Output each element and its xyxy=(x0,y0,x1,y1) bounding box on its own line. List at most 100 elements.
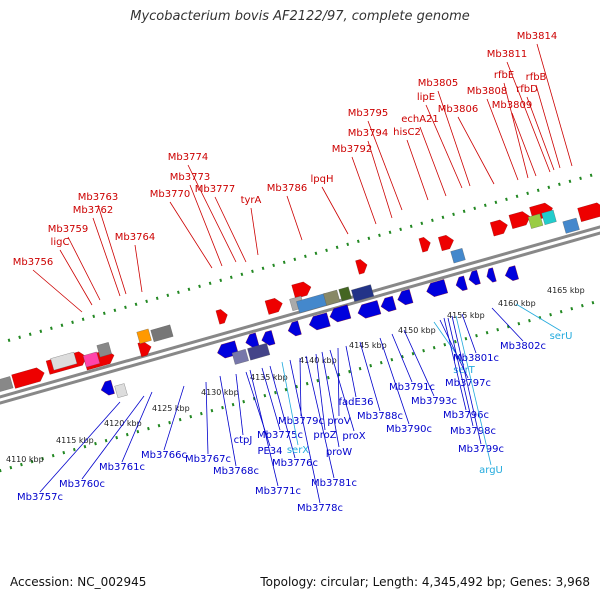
top-gene-leader-line xyxy=(351,156,377,225)
bottom-gene-label: Mb3796c xyxy=(443,410,489,421)
bottom-gene-label: Mb3767c xyxy=(185,454,231,465)
top-gene-label: rfbE xyxy=(494,70,514,81)
top-gene-label: Mb3792 xyxy=(332,144,372,155)
bottom-gene-label: Mb3775c xyxy=(257,430,303,441)
reverse-gene-arrow xyxy=(455,275,468,291)
top-gene-leader-line xyxy=(32,269,83,313)
bottom-gene-leader-line xyxy=(245,371,271,447)
bottom-gene-leader-line xyxy=(219,375,237,467)
feature-block xyxy=(247,343,271,361)
bottom-gene-label: proW xyxy=(326,447,352,458)
top-gene-label: rfbB xyxy=(526,72,547,83)
forward-gene-arrow xyxy=(355,259,368,275)
top-gene-label: Mb3764 xyxy=(115,232,155,243)
bottom-gene-leader-line xyxy=(447,317,474,427)
top-gene-label: Mb3759 xyxy=(48,224,88,235)
top-gene-label: Mb3808 xyxy=(467,86,507,97)
top-gene-label: Mb3774 xyxy=(168,152,208,163)
bottom-gene-label: argU xyxy=(479,465,503,476)
bottom-gene-label: Mb3760c xyxy=(59,479,105,490)
top-gene-leader-line xyxy=(97,204,127,295)
top-gene-leader-line xyxy=(486,98,519,181)
reverse-gene-arrow xyxy=(245,332,260,349)
feature-block xyxy=(338,286,352,302)
bottom-gene-leader-line xyxy=(261,367,281,431)
top-gene-label: Mb3786 xyxy=(267,183,307,194)
bottom-gene-leader-line xyxy=(81,395,145,480)
bottom-gene-leader-line xyxy=(433,321,465,366)
bottom-gene-leader-line xyxy=(345,345,357,398)
bottom-gene-label: ctpJ xyxy=(234,435,253,446)
top-gene-label: Mb3814 xyxy=(517,31,557,42)
bottom-gene-label: Mb3802c xyxy=(500,341,546,352)
top-gene-leader-line xyxy=(321,186,349,235)
top-gene-label: hisC2 xyxy=(393,127,421,138)
accession-label: Accession: NC_002945 xyxy=(10,575,147,589)
top-gene-label: lpqH xyxy=(311,174,334,185)
forward-gene-arrow xyxy=(291,281,312,299)
top-gene-leader-line xyxy=(169,201,213,269)
bottom-gene-leader-line xyxy=(269,365,296,459)
feature-block xyxy=(50,351,78,371)
bottom-gene-label: fadE36 xyxy=(338,397,373,408)
scale-track-top xyxy=(0,171,600,345)
forward-gene-arrow xyxy=(438,235,454,251)
bottom-gene-leader-line xyxy=(403,329,435,397)
feature-block xyxy=(541,209,557,225)
feature-block xyxy=(0,376,14,392)
bottom-gene-leader-line xyxy=(321,351,340,448)
bottom-gene-leader-line xyxy=(121,391,153,463)
tick-label: 4150 kbp xyxy=(398,326,436,335)
top-gene-leader-line xyxy=(92,217,121,297)
feature-block xyxy=(527,213,544,229)
bottom-gene-leader-line xyxy=(289,359,321,504)
top-gene-leader-line xyxy=(425,104,463,189)
bottom-gene-label: Mb3801c xyxy=(453,353,499,364)
bottom-gene-label: Mb3757c xyxy=(17,492,63,503)
reverse-gene-arrow xyxy=(505,265,519,281)
top-gene-label: lipE xyxy=(417,92,435,103)
tick-label: 4155 kbp xyxy=(447,311,485,320)
top-gene-label: Mb3811 xyxy=(487,49,527,60)
bottom-gene-label: Mb3798c xyxy=(450,426,496,437)
bottom-gene-leader-line xyxy=(235,373,244,436)
bottom-gene-leader-line xyxy=(451,315,482,445)
top-gene-label: rfbD xyxy=(516,84,538,95)
reverse-gene-arrow xyxy=(100,379,115,396)
reverse-gene-arrow xyxy=(261,330,276,346)
reverse-gene-arrow xyxy=(486,267,497,283)
top-gene-leader-line xyxy=(406,139,429,201)
top-gene-leader-line xyxy=(250,207,259,256)
forward-gene-arrow xyxy=(577,202,600,222)
tick-label: 4145 kbp xyxy=(349,341,387,350)
feature-block xyxy=(82,351,100,368)
top-gene-label: Mb3806 xyxy=(438,104,478,115)
forward-gene-arrow xyxy=(418,237,431,253)
backbone-line-bottom xyxy=(0,231,600,405)
feature-block xyxy=(231,349,249,365)
top-gene-label: Mb3756 xyxy=(13,257,53,268)
bottom-gene-label: Mb3771c xyxy=(255,486,301,497)
reverse-gene-arrow xyxy=(426,279,448,297)
feature-block xyxy=(150,324,174,342)
bottom-gene-label: proZ xyxy=(313,430,336,441)
forward-gene-arrow xyxy=(215,309,228,325)
bottom-gene-leader-line xyxy=(461,313,477,354)
forward-gene-arrow xyxy=(490,219,508,237)
forward-gene-arrow xyxy=(264,298,283,315)
tick-label: 4140 kbp xyxy=(299,356,337,365)
top-gene-leader-line xyxy=(134,244,143,293)
bottom-gene-label: Mb3790c xyxy=(386,424,432,435)
bottom-gene-leader-line xyxy=(205,381,209,455)
top-gene-leader-line xyxy=(536,43,573,167)
bottom-gene-leader-line xyxy=(455,315,492,466)
bottom-gene-label: serX xyxy=(287,445,309,456)
bottom-gene-leader-line xyxy=(281,361,299,446)
bottom-gene-label: Mb3761c xyxy=(99,462,145,473)
reverse-gene-arrow xyxy=(309,312,331,331)
top-gene-label: Mb3773 xyxy=(170,172,210,183)
top-gene-label: Mb3763 xyxy=(78,192,118,203)
top-gene-leader-line xyxy=(367,120,403,211)
bottom-gene-leader-line xyxy=(305,355,335,479)
bottom-gene-label: proX xyxy=(342,431,365,442)
